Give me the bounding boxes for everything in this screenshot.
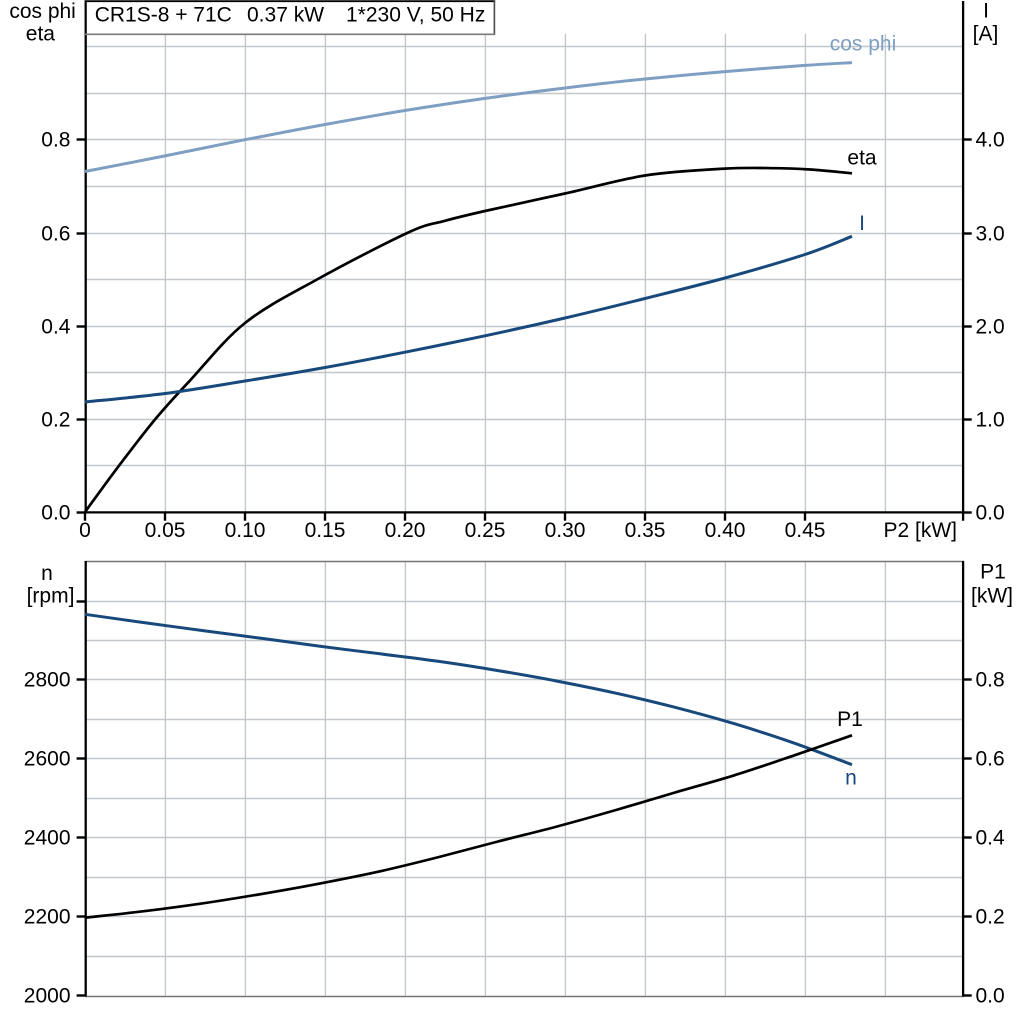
svg-text:0.0: 0.0 bbox=[41, 502, 70, 525]
svg-text:0.6: 0.6 bbox=[41, 223, 70, 246]
svg-text:2200: 2200 bbox=[24, 906, 71, 929]
svg-text:0.15: 0.15 bbox=[305, 519, 346, 542]
svg-text:0.45: 0.45 bbox=[785, 519, 826, 542]
svg-text:0.20: 0.20 bbox=[385, 519, 426, 542]
svg-text:P1: P1 bbox=[837, 708, 863, 731]
svg-text:P2 [kW]: P2 [kW] bbox=[883, 519, 957, 542]
svg-text:0.2: 0.2 bbox=[41, 409, 70, 432]
svg-text:eta: eta bbox=[847, 147, 877, 170]
svg-text:4.0: 4.0 bbox=[976, 129, 1005, 152]
svg-text:0.8: 0.8 bbox=[976, 669, 1005, 692]
svg-text:0: 0 bbox=[79, 519, 91, 542]
svg-text:1*230 V, 50 Hz: 1*230 V, 50 Hz bbox=[346, 4, 485, 27]
svg-text:2600: 2600 bbox=[24, 748, 71, 771]
svg-text:0.30: 0.30 bbox=[545, 519, 586, 542]
svg-text:0.6: 0.6 bbox=[976, 748, 1005, 771]
svg-text:cos phi: cos phi bbox=[830, 33, 897, 56]
svg-text:1.0: 1.0 bbox=[976, 409, 1005, 432]
svg-text:[A]: [A] bbox=[973, 23, 999, 46]
svg-text:0.35: 0.35 bbox=[625, 519, 666, 542]
svg-text:I: I bbox=[859, 212, 865, 235]
svg-text:0.37 kW: 0.37 kW bbox=[247, 4, 324, 27]
svg-text:n: n bbox=[41, 562, 53, 585]
svg-text:2800: 2800 bbox=[24, 669, 71, 692]
svg-text:0.0: 0.0 bbox=[976, 502, 1005, 525]
svg-text:0.4: 0.4 bbox=[41, 316, 71, 339]
svg-text:3.0: 3.0 bbox=[976, 223, 1005, 246]
svg-text:2.0: 2.0 bbox=[976, 316, 1005, 339]
svg-text:P1: P1 bbox=[980, 561, 1006, 584]
svg-text:2400: 2400 bbox=[24, 827, 71, 850]
svg-text:0.0: 0.0 bbox=[976, 985, 1005, 1008]
svg-text:0.8: 0.8 bbox=[41, 129, 70, 152]
svg-text:0.05: 0.05 bbox=[145, 519, 186, 542]
svg-text:CR1S-8 + 71C: CR1S-8 + 71C bbox=[95, 4, 232, 27]
svg-text:0.2: 0.2 bbox=[976, 906, 1005, 929]
svg-text:2000: 2000 bbox=[24, 985, 71, 1008]
svg-text:n: n bbox=[845, 767, 857, 790]
svg-text:eta: eta bbox=[26, 22, 56, 45]
svg-text:0.4: 0.4 bbox=[976, 827, 1006, 850]
svg-text:0.40: 0.40 bbox=[705, 519, 746, 542]
svg-text:[rpm]: [rpm] bbox=[27, 585, 75, 608]
svg-text:[kW]: [kW] bbox=[971, 585, 1013, 608]
svg-text:I: I bbox=[983, 0, 989, 23]
svg-text:0.10: 0.10 bbox=[225, 519, 266, 542]
svg-text:0.25: 0.25 bbox=[465, 519, 506, 542]
svg-text:cos phi: cos phi bbox=[9, 0, 76, 23]
